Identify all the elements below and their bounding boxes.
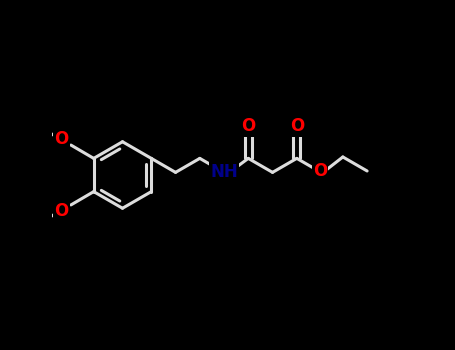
Text: O: O bbox=[290, 117, 304, 135]
Text: O: O bbox=[241, 117, 255, 135]
Text: O: O bbox=[54, 131, 68, 148]
Text: NH: NH bbox=[210, 163, 238, 181]
Text: O: O bbox=[313, 162, 327, 180]
Text: O: O bbox=[54, 202, 68, 219]
